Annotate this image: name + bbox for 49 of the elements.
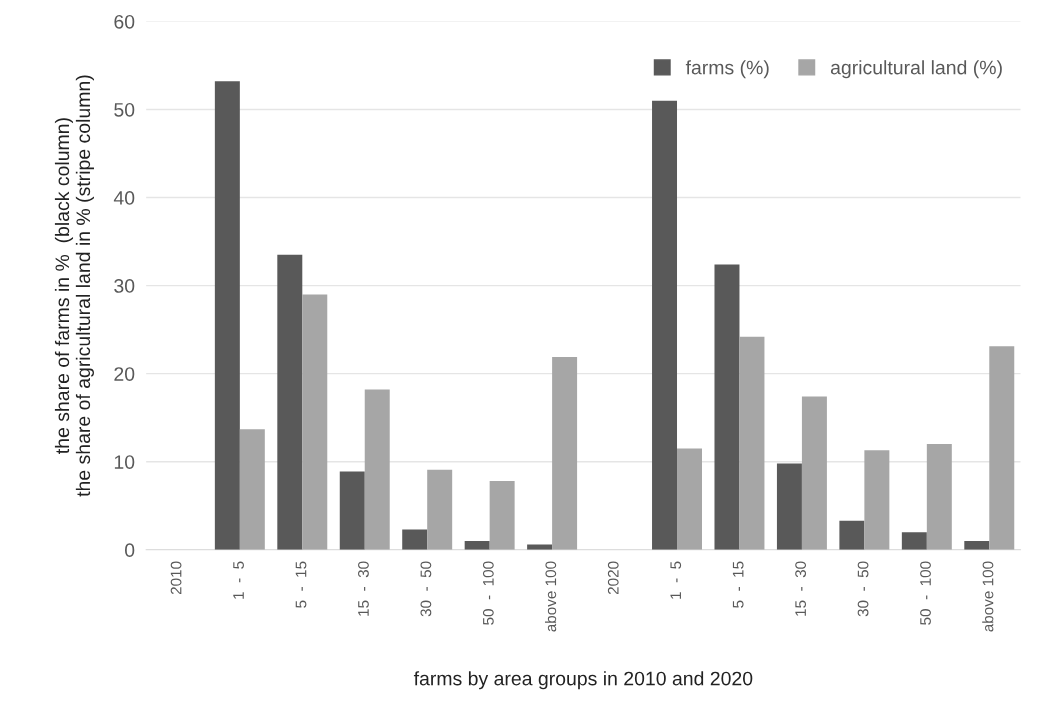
x-tick-label: 2020 [607, 561, 619, 595]
bar [464, 540, 490, 550]
bar [339, 471, 365, 550]
legend-label: farms (%) [685, 60, 769, 79]
x-tick-label: 1 - 5 [233, 561, 244, 599]
bar [864, 450, 890, 550]
bar [239, 429, 265, 550]
y-tick-label: 40 [113, 191, 135, 205]
bar [714, 264, 740, 550]
bar [926, 444, 952, 550]
x-tick-label: 50 - 100 [482, 561, 494, 625]
bar [901, 532, 927, 550]
bar [427, 469, 453, 550]
bar [989, 346, 1015, 550]
y-tick-label: 20 [114, 367, 135, 381]
bar [552, 356, 578, 550]
x-tick-label: 1 - 5 [670, 561, 682, 599]
x-tick-label: 5 - 15 [732, 561, 744, 608]
bar [489, 481, 515, 550]
x-tick-label: 15 - 30 [795, 561, 807, 616]
bar [964, 540, 990, 550]
x-axis-title: farms by area groups in 2010 and 2020 [413, 671, 753, 690]
y-axis-title: the share of farms in % (black column) the share of agricultural land in % (stripe column) [54, 75, 94, 497]
x-tick-label: 15 - 30 [358, 561, 369, 616]
x-tick-label: 50 - 100 [920, 561, 931, 625]
bar [776, 463, 802, 550]
bar [277, 254, 303, 550]
x-tick-label: 30 - 50 [420, 561, 432, 617]
bar [801, 396, 827, 550]
y-tick-label: 0 [125, 543, 135, 558]
bar [214, 81, 240, 550]
bar [652, 100, 678, 550]
x-tick-label: 30 - 50 [857, 561, 869, 617]
x-tick-label: 2010 [170, 561, 182, 595]
y-tick-label: 10 [114, 455, 135, 469]
x-tick-label: above 100 [982, 561, 994, 632]
bar [402, 529, 428, 550]
bar [364, 389, 390, 550]
bar [839, 520, 865, 550]
bar [302, 294, 328, 550]
bar [527, 544, 553, 550]
y-tick-label: 50 [114, 102, 135, 117]
bar [739, 336, 765, 550]
x-tick-label: 5 - 15 [295, 561, 307, 608]
bar [677, 448, 702, 550]
x-tick-label: above 100 [544, 561, 557, 632]
legend-label: agricultural land (%) [830, 60, 1002, 79]
y-tick-label: 60 [114, 14, 135, 29]
y-tick-label: 30 [114, 279, 135, 293]
